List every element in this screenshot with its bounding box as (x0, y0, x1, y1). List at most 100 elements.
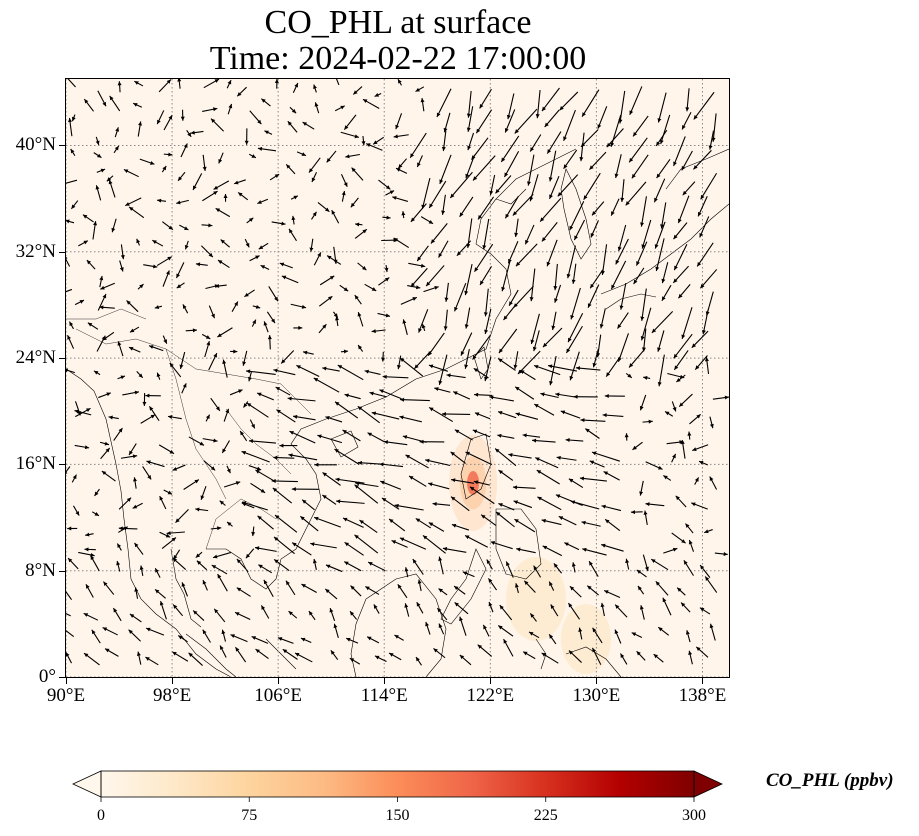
wind-arrow-head (257, 515, 262, 520)
wind-arrow-head (723, 552, 728, 557)
wind-arrow (541, 222, 558, 242)
wind-arrow-head (210, 466, 216, 471)
wind-arrow-head (217, 333, 222, 337)
coastline-korea (560, 168, 592, 260)
wind-arrow-head (335, 401, 340, 406)
wind-arrow-head (591, 211, 597, 216)
wind-arrow-head (126, 300, 131, 305)
wind-arrow-head (529, 297, 534, 302)
wind-arrow (472, 334, 491, 360)
wind-arrow-head (385, 313, 391, 318)
wind-arrow-head (308, 611, 313, 616)
wind-arrow-head (264, 130, 269, 135)
x-tick-mark (66, 678, 67, 684)
wind-arrow-head (213, 353, 217, 358)
wind-arrow-head (314, 516, 319, 521)
wind-arrow-head (211, 118, 216, 123)
wind-arrow-head (255, 255, 260, 260)
wind-arrow-head (206, 341, 211, 346)
wind-arrow (246, 402, 269, 418)
wind-arrow-head (200, 495, 205, 500)
wind-arrow (563, 109, 576, 142)
wind-arrow-head (267, 335, 272, 340)
wind-arrow-head (482, 245, 487, 250)
wind-arrow-head (362, 266, 367, 271)
wind-arrow-head (238, 389, 243, 394)
wind-arrow-head (368, 562, 373, 566)
wind-arrow-head (146, 460, 151, 465)
wind-arrow-head (227, 80, 232, 85)
wind-arrow-head (190, 130, 195, 135)
wind-arrow (310, 542, 337, 549)
wind-arrow (273, 536, 295, 555)
wind-arrow-head (657, 347, 661, 352)
wind-arrow-head (476, 128, 481, 134)
wind-arrow-head (503, 315, 508, 320)
wind-arrow-head (459, 655, 465, 660)
wind-arrow-head (340, 105, 345, 110)
wind-arrow-head (335, 316, 339, 321)
wind-arrow-head (428, 364, 434, 369)
wind-arrow (410, 267, 428, 288)
wind-arrow (245, 370, 276, 375)
wind-arrow (354, 534, 379, 554)
wind-arrow (289, 430, 316, 444)
wind-arrow (465, 154, 476, 179)
wind-arrow-head (95, 140, 100, 145)
wind-arrow-head (326, 158, 331, 163)
wind-arrow (530, 313, 540, 345)
wind-arrow (569, 351, 580, 381)
wind-arrow (507, 241, 519, 264)
wind-arrow-head (436, 112, 441, 118)
wind-arrow-head (129, 613, 135, 618)
wind-arrow (248, 440, 276, 444)
wind-arrow-head (153, 264, 158, 269)
wind-arrow-head (438, 253, 443, 258)
wind-arrow-head (473, 368, 479, 373)
wind-arrow-head (438, 556, 443, 562)
wind-arrow (554, 263, 558, 291)
wind-arrow-head (245, 242, 250, 248)
wind-arrow-head (343, 349, 349, 354)
wind-arrow (66, 179, 78, 184)
wind-arrow-head (192, 328, 197, 333)
wind-arrow-head (358, 345, 363, 350)
wind-arrow-head (541, 237, 546, 242)
wind-arrow-head (291, 215, 296, 221)
wind-arrow-head (437, 608, 442, 613)
wind-arrow-head (397, 584, 402, 589)
wind-arrow-head (691, 502, 696, 507)
wind-arrow (66, 288, 73, 293)
wind-arrow-head (68, 558, 73, 563)
wind-arrow-head (202, 166, 207, 171)
wind-arrow-head (643, 510, 648, 515)
wind-arrow (400, 399, 430, 402)
wind-arrow-head (658, 465, 663, 470)
wind-arrow (557, 174, 579, 197)
wind-arrow (335, 478, 365, 484)
wind-arrow-head (599, 323, 604, 329)
wind-arrow-head (517, 369, 523, 374)
wind-arrow-head (281, 275, 287, 280)
wind-arrow-head (417, 256, 422, 261)
wind-arrow-head (683, 560, 688, 565)
wind-arrow-head (336, 499, 341, 504)
wind-arrow-head (402, 319, 407, 324)
wind-arrow (615, 154, 622, 179)
wind-arrow-head (279, 443, 284, 448)
wind-arrow-head (322, 324, 327, 329)
wind-arrow-head (255, 546, 260, 551)
wind-arrow-head (422, 535, 428, 540)
wind-arrow-head (685, 107, 690, 112)
wind-arrow-head (117, 341, 122, 346)
wind-arrow-head (245, 553, 250, 559)
wind-arrow-head (322, 366, 327, 371)
wind-arrow-head (84, 445, 90, 450)
wind-arrow (436, 88, 452, 118)
wind-arrow-head (274, 79, 279, 84)
wind-arrow-head (103, 581, 108, 586)
wind-arrow-head (682, 190, 687, 196)
wind-arrow-head (677, 218, 682, 224)
colorbar-gradient (101, 771, 694, 797)
wind-arrow-head (359, 520, 364, 525)
